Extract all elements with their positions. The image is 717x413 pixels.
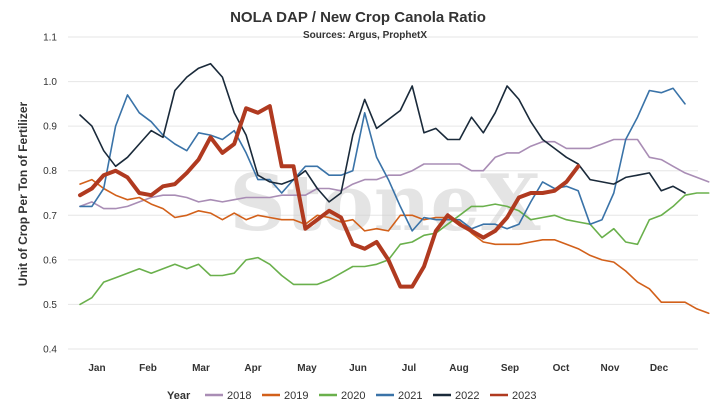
x-tick-label: Feb: [139, 363, 157, 374]
legend-item-2018: 2018: [227, 390, 251, 402]
x-tick-label: Nov: [601, 363, 620, 374]
x-tick-label: Jul: [402, 363, 417, 374]
x-tick-label: Dec: [650, 363, 669, 374]
legend-item-2022: 2022: [455, 390, 479, 402]
y-tick-label: 0.4: [43, 345, 57, 356]
x-tick-label: Mar: [192, 363, 210, 374]
y-tick-label: 0.6: [43, 255, 57, 266]
x-tick-label: Jan: [88, 363, 105, 374]
series-line-2020: [79, 192, 710, 306]
legend-item-2019: 2019: [284, 390, 308, 402]
series-line-2018: [79, 138, 710, 210]
series-line-2022: [79, 62, 686, 203]
x-tick-label: Oct: [553, 363, 570, 374]
series-layer: [78, 62, 710, 315]
x-tick-label: Sep: [501, 363, 519, 374]
x-tick-label: Aug: [449, 363, 468, 374]
x-tick-label: Apr: [244, 363, 261, 374]
x-tick-labels: Jan Feb Mar Apr May Jun Jul Aug Sep Oct Nov Dec: [88, 363, 668, 374]
chart-title: NOLA DAP / New Crop Canola Ratio: [230, 9, 486, 26]
legend-title: Year: [167, 390, 191, 402]
y-axis-label: Unit of Crop Per Ton of Fertilizer: [16, 101, 30, 286]
y-tick-label: 0.7: [43, 211, 57, 222]
y-tick-label: 0.8: [43, 166, 57, 177]
series-line-2021: [79, 87, 686, 232]
x-tick-label: Jun: [349, 363, 367, 374]
legend: Year 2018 2019 2020 2021 2022 2023: [167, 390, 536, 402]
x-tick-label: May: [297, 363, 317, 374]
legend-item-2020: 2020: [341, 390, 365, 402]
y-tick-label: 1.1: [43, 33, 57, 44]
y-tick-label: 1.0: [43, 77, 57, 88]
y-tick-label: 0.9: [43, 122, 57, 133]
legend-item-2021: 2021: [398, 390, 422, 402]
chart-subtitle: Sources: Argus, ProphetX: [303, 30, 427, 41]
series-line-2023: [78, 104, 581, 289]
series-line-2019: [79, 178, 710, 315]
y-tick-labels: 0.4 0.5 0.6 0.7 0.8 0.9 1.0 1.1: [43, 33, 57, 356]
legend-item-2023: 2023: [512, 390, 536, 402]
y-tick-label: 0.5: [43, 300, 57, 311]
